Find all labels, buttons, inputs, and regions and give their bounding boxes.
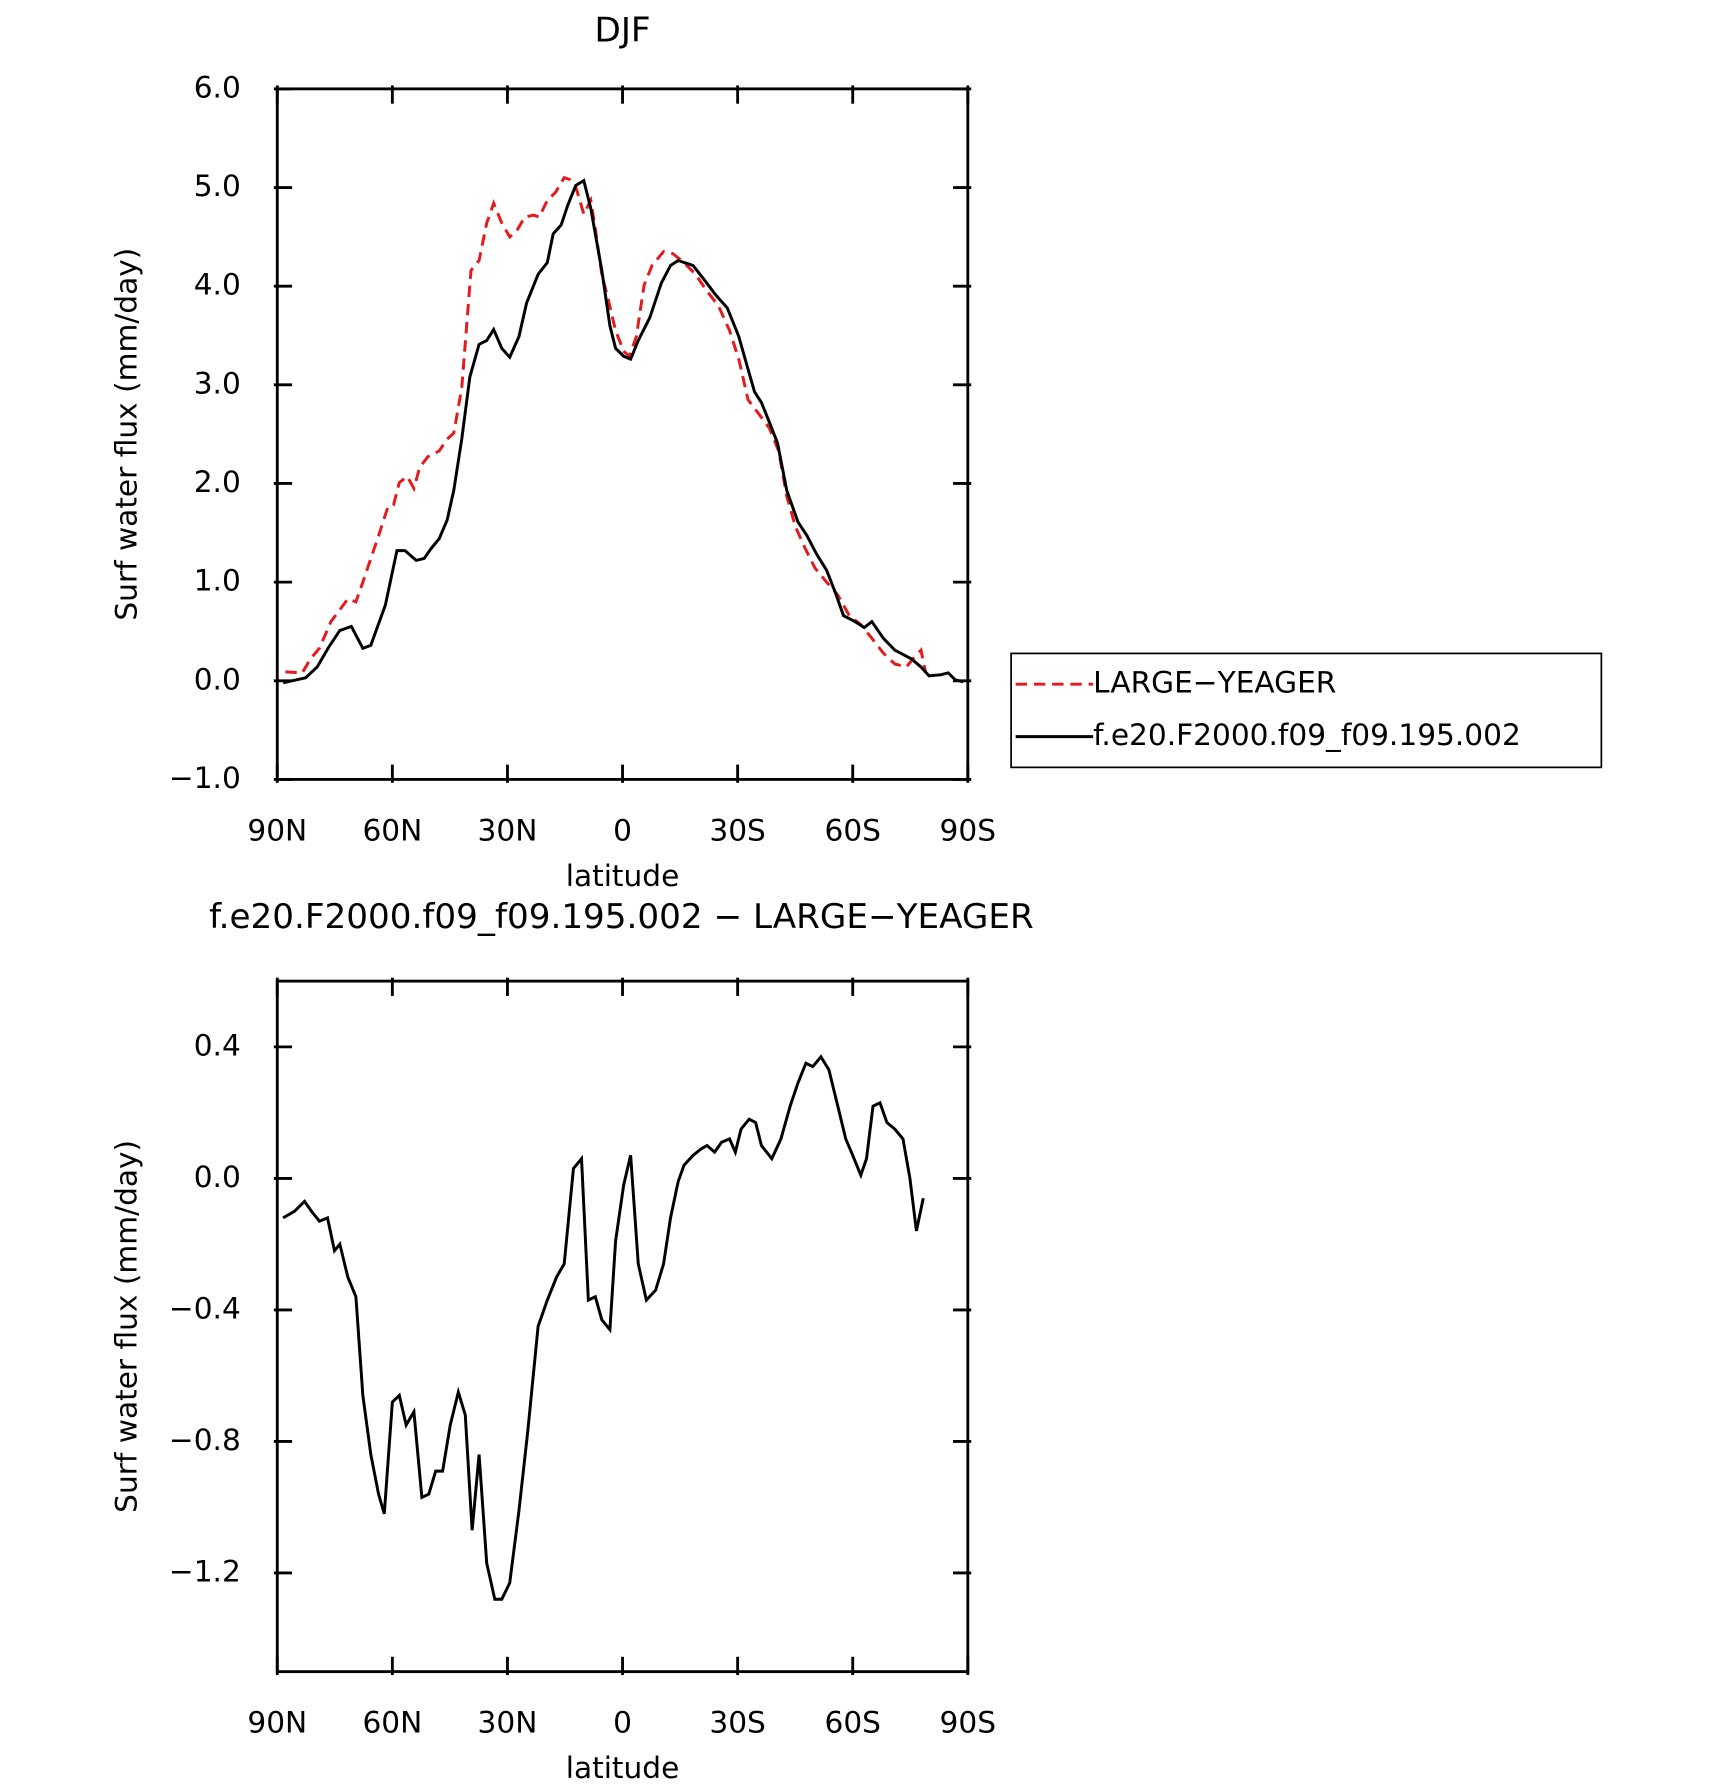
legend-label: LARGE−YEAGER [1093, 666, 1336, 700]
x-tick-label: 90S [940, 1706, 996, 1740]
x-tick-label: 90N [247, 813, 307, 847]
data-line [282, 178, 964, 685]
y-tick-label: 0.4 [194, 1028, 241, 1062]
x-tick-label: 60S [824, 813, 880, 847]
data-line [282, 1054, 925, 1601]
y-tick-label: 0.0 [194, 662, 241, 696]
chart-title: DJF [595, 10, 651, 50]
x-axis-label: latitude [566, 1751, 680, 1785]
plot-frame [275, 979, 970, 1674]
y-tick-label: 0.0 [194, 1160, 241, 1194]
legend-label: f.e20.F2000.f09_f09.195.002 [1093, 718, 1521, 752]
y-tick-label: 3.0 [194, 366, 241, 400]
y-tick-label: 1.0 [194, 564, 241, 598]
x-tick-label: 60S [824, 1706, 880, 1740]
data-line [285, 175, 928, 675]
y-tick-label: 4.0 [194, 268, 241, 302]
x-tick-label: 0 [613, 813, 632, 847]
y-tick-label: −0.4 [169, 1291, 241, 1325]
x-tick-label: 30S [709, 1706, 765, 1740]
y-axis-label: Surf water flux (mm/day) [110, 1140, 144, 1513]
x-tick-label: 30N [478, 1706, 538, 1740]
y-tick-label: −1.0 [169, 761, 241, 795]
y-tick-label: −1.2 [169, 1554, 241, 1588]
x-axis-label: latitude [566, 859, 680, 893]
plot-frame [275, 87, 970, 781]
y-tick-label: 5.0 [194, 169, 241, 203]
chart-title: f.e20.F2000.f09_f09.195.002 − LARGE−YEAG… [209, 897, 1034, 937]
x-tick-label: 0 [613, 1706, 632, 1740]
y-axis-label: Surf water flux (mm/day) [110, 248, 144, 621]
x-tick-label: 90N [247, 1706, 307, 1740]
x-tick-label: 30N [478, 813, 538, 847]
y-tick-label: 6.0 [194, 70, 241, 104]
x-tick-label: 90S [940, 813, 996, 847]
y-tick-label: 2.0 [194, 465, 241, 499]
x-tick-label: 30S [709, 813, 765, 847]
x-tick-label: 60N [362, 813, 422, 847]
legend-box [1010, 652, 1603, 769]
y-tick-label: −0.8 [169, 1423, 241, 1457]
x-tick-label: 60N [362, 1706, 422, 1740]
